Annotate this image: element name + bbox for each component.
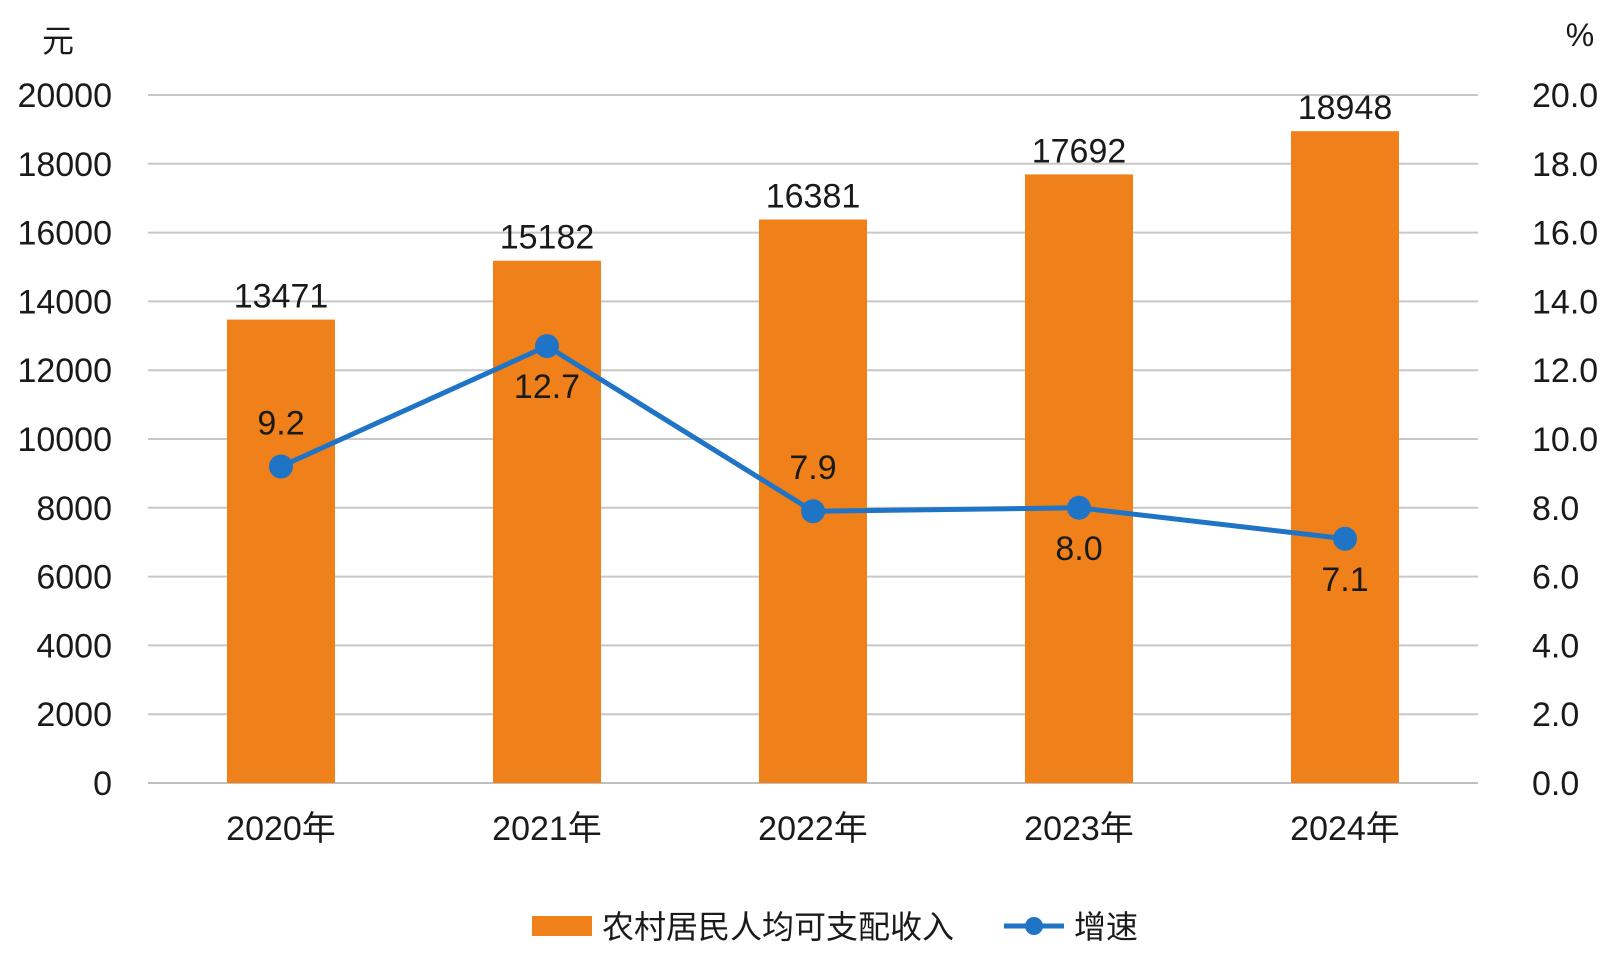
axes: 元 % 0 0.0 2000 2.0 4000 4.0 6000 6.0 8000 8.0 1000…: [17, 17, 1598, 848]
left-axis-tick-label: 4000: [36, 627, 112, 665]
right-axis-tick-label: 8.0: [1532, 490, 1579, 528]
bar-series: [227, 131, 1399, 784]
x-axis-category-label: 2021年: [492, 810, 602, 848]
bar-value-label: 15182: [500, 219, 595, 257]
growth-value-label: 7.1: [1321, 561, 1368, 599]
legend-line-label: 增速: [1074, 909, 1138, 945]
growth-point: [269, 454, 293, 479]
bar-value-label: 16381: [766, 177, 861, 215]
growth-value-label: 12.7: [514, 368, 580, 406]
left-axis-tick-label: 8000: [36, 490, 112, 528]
growth-value-label: 9.2: [257, 405, 304, 443]
x-axis-category-label: 2020年: [226, 810, 336, 848]
legend: 农村居民人均可支配收入 增速: [532, 909, 1138, 945]
right-axis-tick-label: 12.0: [1532, 352, 1598, 390]
left-axis-tick-label: 2000: [36, 696, 112, 734]
left-axis-tick-label: 0: [93, 765, 112, 803]
right-axis-tick-label: 20.0: [1532, 77, 1598, 115]
right-axis-tick-label: 4.0: [1532, 627, 1579, 665]
x-axis-category-label: 2023年: [1024, 810, 1134, 848]
left-axis-tick-label: 10000: [17, 421, 112, 459]
left-axis-tick-label: 6000: [36, 559, 112, 597]
growth-point: [535, 334, 559, 359]
growth-point: [1067, 495, 1091, 520]
right-axis-tick-label: 6.0: [1532, 559, 1579, 597]
bar-value-label: 13471: [234, 278, 329, 316]
left-axis-unit: 元: [42, 23, 74, 59]
right-axis-tick-label: 0.0: [1532, 765, 1579, 803]
right-axis-tick-label: 18.0: [1532, 146, 1598, 184]
left-axis-tick-label: 14000: [17, 283, 112, 321]
right-axis-tick-label: 2.0: [1532, 696, 1579, 734]
bar-value-label: 18948: [1298, 89, 1393, 127]
bar: [1291, 131, 1399, 784]
legend-line-marker: [1025, 917, 1043, 935]
right-axis-unit: %: [1566, 17, 1594, 53]
legend-bar-label: 农村居民人均可支配收入: [602, 909, 954, 945]
left-axis-tick-label: 20000: [17, 77, 112, 115]
growth-line-series: [269, 334, 1357, 551]
bar-value-label: 17692: [1032, 132, 1127, 170]
right-axis-tick-label: 10.0: [1532, 421, 1598, 459]
growth-point: [801, 499, 825, 524]
left-axis-tick-label: 18000: [17, 146, 112, 184]
legend-bar-swatch: [532, 916, 592, 936]
x-axis-category-label: 2022年: [758, 810, 868, 848]
growth-point: [1333, 526, 1357, 551]
growth-value-label: 7.9: [789, 449, 836, 487]
x-axis-category-label: 2024年: [1290, 810, 1400, 848]
bar: [227, 319, 335, 783]
bar: [1025, 174, 1133, 783]
left-axis-tick-label: 12000: [17, 352, 112, 390]
growth-value-label: 8.0: [1055, 530, 1102, 568]
right-axis-tick-label: 16.0: [1532, 215, 1598, 253]
data-labels: 13471 15182 16381 17692 18948 9.2 12.7 7.9 8.0 7.…: [234, 89, 1393, 599]
left-axis-tick-label: 16000: [17, 215, 112, 253]
right-axis-tick-label: 14.0: [1532, 283, 1598, 321]
